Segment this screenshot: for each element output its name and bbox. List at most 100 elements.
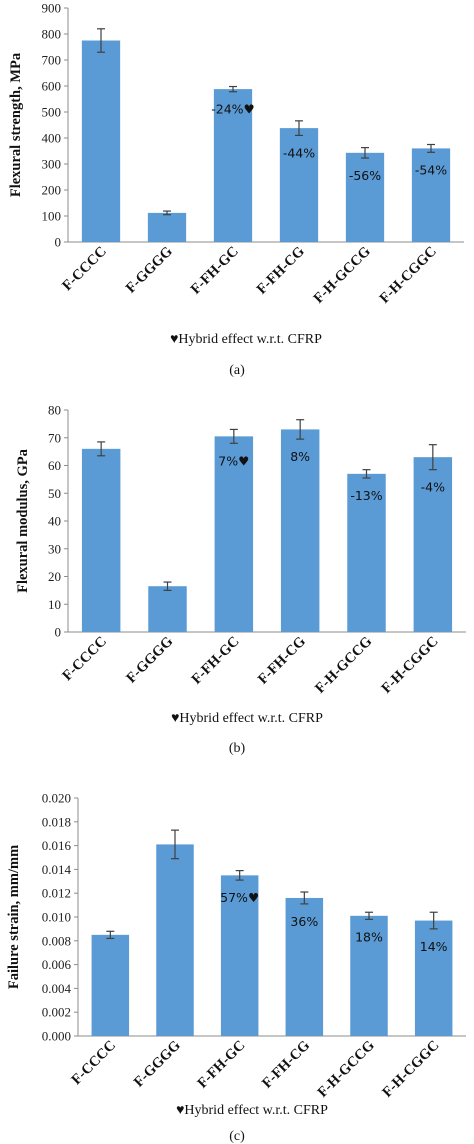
data-label: -24%♥ bbox=[211, 102, 255, 117]
y-tick-label: 600 bbox=[42, 79, 62, 94]
y-tick-label: 60 bbox=[48, 458, 61, 473]
bar bbox=[147, 212, 187, 242]
y-tick-label: 0.010 bbox=[42, 910, 71, 925]
bar bbox=[213, 89, 253, 243]
error-bar bbox=[171, 829, 179, 860]
category-label: F-FH-GC bbox=[194, 1038, 248, 1092]
data-label: 7%♥ bbox=[218, 453, 249, 468]
data-label: -44% bbox=[283, 145, 315, 160]
panel-label: (b) bbox=[229, 741, 246, 756]
y-axis-label: Failure strain, mm/mm bbox=[6, 845, 22, 989]
category-label: F-H-GCCG bbox=[312, 634, 375, 697]
category-label: F-FH-GC bbox=[188, 244, 242, 298]
data-label: -4% bbox=[421, 480, 445, 495]
error-bar bbox=[296, 419, 305, 440]
y-tick-label: 0.000 bbox=[42, 1029, 71, 1044]
error-bar bbox=[163, 581, 172, 591]
bar bbox=[413, 457, 453, 632]
category-label: F-GGGG bbox=[131, 1038, 184, 1091]
panel-label: (c) bbox=[229, 1129, 245, 1144]
bar bbox=[148, 586, 187, 632]
y-tick-label: 80 bbox=[48, 403, 61, 418]
category-label: F-CCCC bbox=[59, 244, 110, 295]
y-tick-label: 0.006 bbox=[42, 957, 72, 972]
bar bbox=[411, 148, 451, 242]
data-label: 14% bbox=[420, 939, 448, 954]
y-tick-label: 0 bbox=[55, 235, 62, 250]
y-tick-label: 0.012 bbox=[42, 886, 71, 901]
category-label: F-CCCC bbox=[69, 1038, 120, 1089]
category-label: F-FH-CG bbox=[259, 1038, 313, 1092]
y-tick-label: 0.002 bbox=[42, 1005, 71, 1020]
error-bar bbox=[428, 444, 437, 471]
data-label: 8% bbox=[290, 449, 310, 464]
bar bbox=[214, 436, 254, 632]
category-label: F-GGGG bbox=[123, 244, 176, 297]
y-tick-label: 0.008 bbox=[42, 933, 71, 948]
bar bbox=[345, 152, 385, 242]
bar bbox=[350, 915, 388, 1036]
error-bar bbox=[229, 428, 238, 444]
category-label: F-H-GCCG bbox=[315, 1038, 378, 1101]
y-tick-label: 0.014 bbox=[42, 862, 72, 877]
error-bar bbox=[163, 210, 171, 216]
y-tick-label: 10 bbox=[48, 597, 61, 612]
footnote: ♥Hybrid effect w.r.t. CFRP bbox=[171, 711, 323, 726]
error-bar bbox=[229, 85, 237, 93]
y-tick-label: 0.020 bbox=[42, 791, 71, 806]
y-tick-label: 40 bbox=[48, 514, 61, 529]
y-tick-label: 800 bbox=[42, 27, 62, 42]
data-label: -13% bbox=[350, 488, 382, 503]
y-tick-label: 100 bbox=[42, 209, 62, 224]
data-label: -54% bbox=[415, 162, 447, 177]
error-bar bbox=[300, 891, 309, 905]
category-label: F-H-CGGC bbox=[379, 634, 442, 697]
y-axis-label: Flexural modulus, GPa bbox=[15, 448, 31, 593]
y-tick-label: 50 bbox=[48, 486, 61, 501]
data-label: 57%♥ bbox=[220, 890, 259, 905]
error-bar bbox=[427, 143, 435, 153]
category-label: F-GGGG bbox=[123, 634, 176, 687]
y-tick-label: 300 bbox=[42, 157, 62, 172]
data-label: 36% bbox=[290, 914, 318, 929]
footnote: ♥Hybrid effect w.r.t. CFRP bbox=[176, 1103, 328, 1118]
y-tick-label: 0 bbox=[55, 625, 62, 640]
y-axis-label: Flexural strength, MPa bbox=[8, 52, 24, 197]
y-tick-label: 0.016 bbox=[42, 838, 72, 853]
data-label: 18% bbox=[355, 929, 383, 944]
y-tick-label: 20 bbox=[48, 569, 61, 584]
bar bbox=[91, 934, 130, 1036]
error-bar bbox=[97, 28, 105, 53]
panel-label: (a) bbox=[229, 363, 245, 378]
data-label: -56% bbox=[349, 168, 381, 183]
y-tick-label: 900 bbox=[42, 1, 62, 16]
bar bbox=[279, 128, 319, 242]
category-label: F-H-CGGC bbox=[379, 1038, 442, 1101]
chart-panel-1: 0 10 20 30 40 50 60 70 80 Flexural modulus, GPa F-… bbox=[15, 403, 466, 756]
category-label: F-FH-CG bbox=[255, 634, 309, 688]
category-label: F-FH-CG bbox=[254, 244, 308, 298]
error-bar bbox=[235, 869, 244, 881]
error-bar bbox=[365, 911, 373, 920]
bar bbox=[220, 875, 259, 1036]
category-label: F-H-GCCG bbox=[311, 244, 374, 307]
bar bbox=[280, 429, 320, 632]
error-bar bbox=[362, 469, 371, 479]
y-tick-label: 0.018 bbox=[42, 814, 71, 829]
error-bar bbox=[361, 147, 369, 159]
y-tick-label: 200 bbox=[42, 183, 62, 198]
category-label: F-CCCC bbox=[59, 634, 110, 685]
error-bar bbox=[106, 930, 115, 940]
footnote: ♥Hybrid effect w.r.t. CFRP bbox=[170, 332, 322, 347]
y-tick-label: 0.004 bbox=[42, 981, 72, 996]
bar bbox=[156, 844, 194, 1036]
bar bbox=[285, 897, 324, 1036]
error-bar bbox=[429, 911, 438, 930]
bar bbox=[81, 448, 121, 632]
y-tick-label: 30 bbox=[48, 541, 61, 556]
chart-panel-0: 0 100 200 300 400 500 600 700 800 900 Flexural str… bbox=[8, 1, 464, 378]
y-tick-label: 700 bbox=[42, 53, 62, 68]
bar bbox=[347, 473, 386, 632]
y-tick-label: 500 bbox=[42, 105, 62, 120]
